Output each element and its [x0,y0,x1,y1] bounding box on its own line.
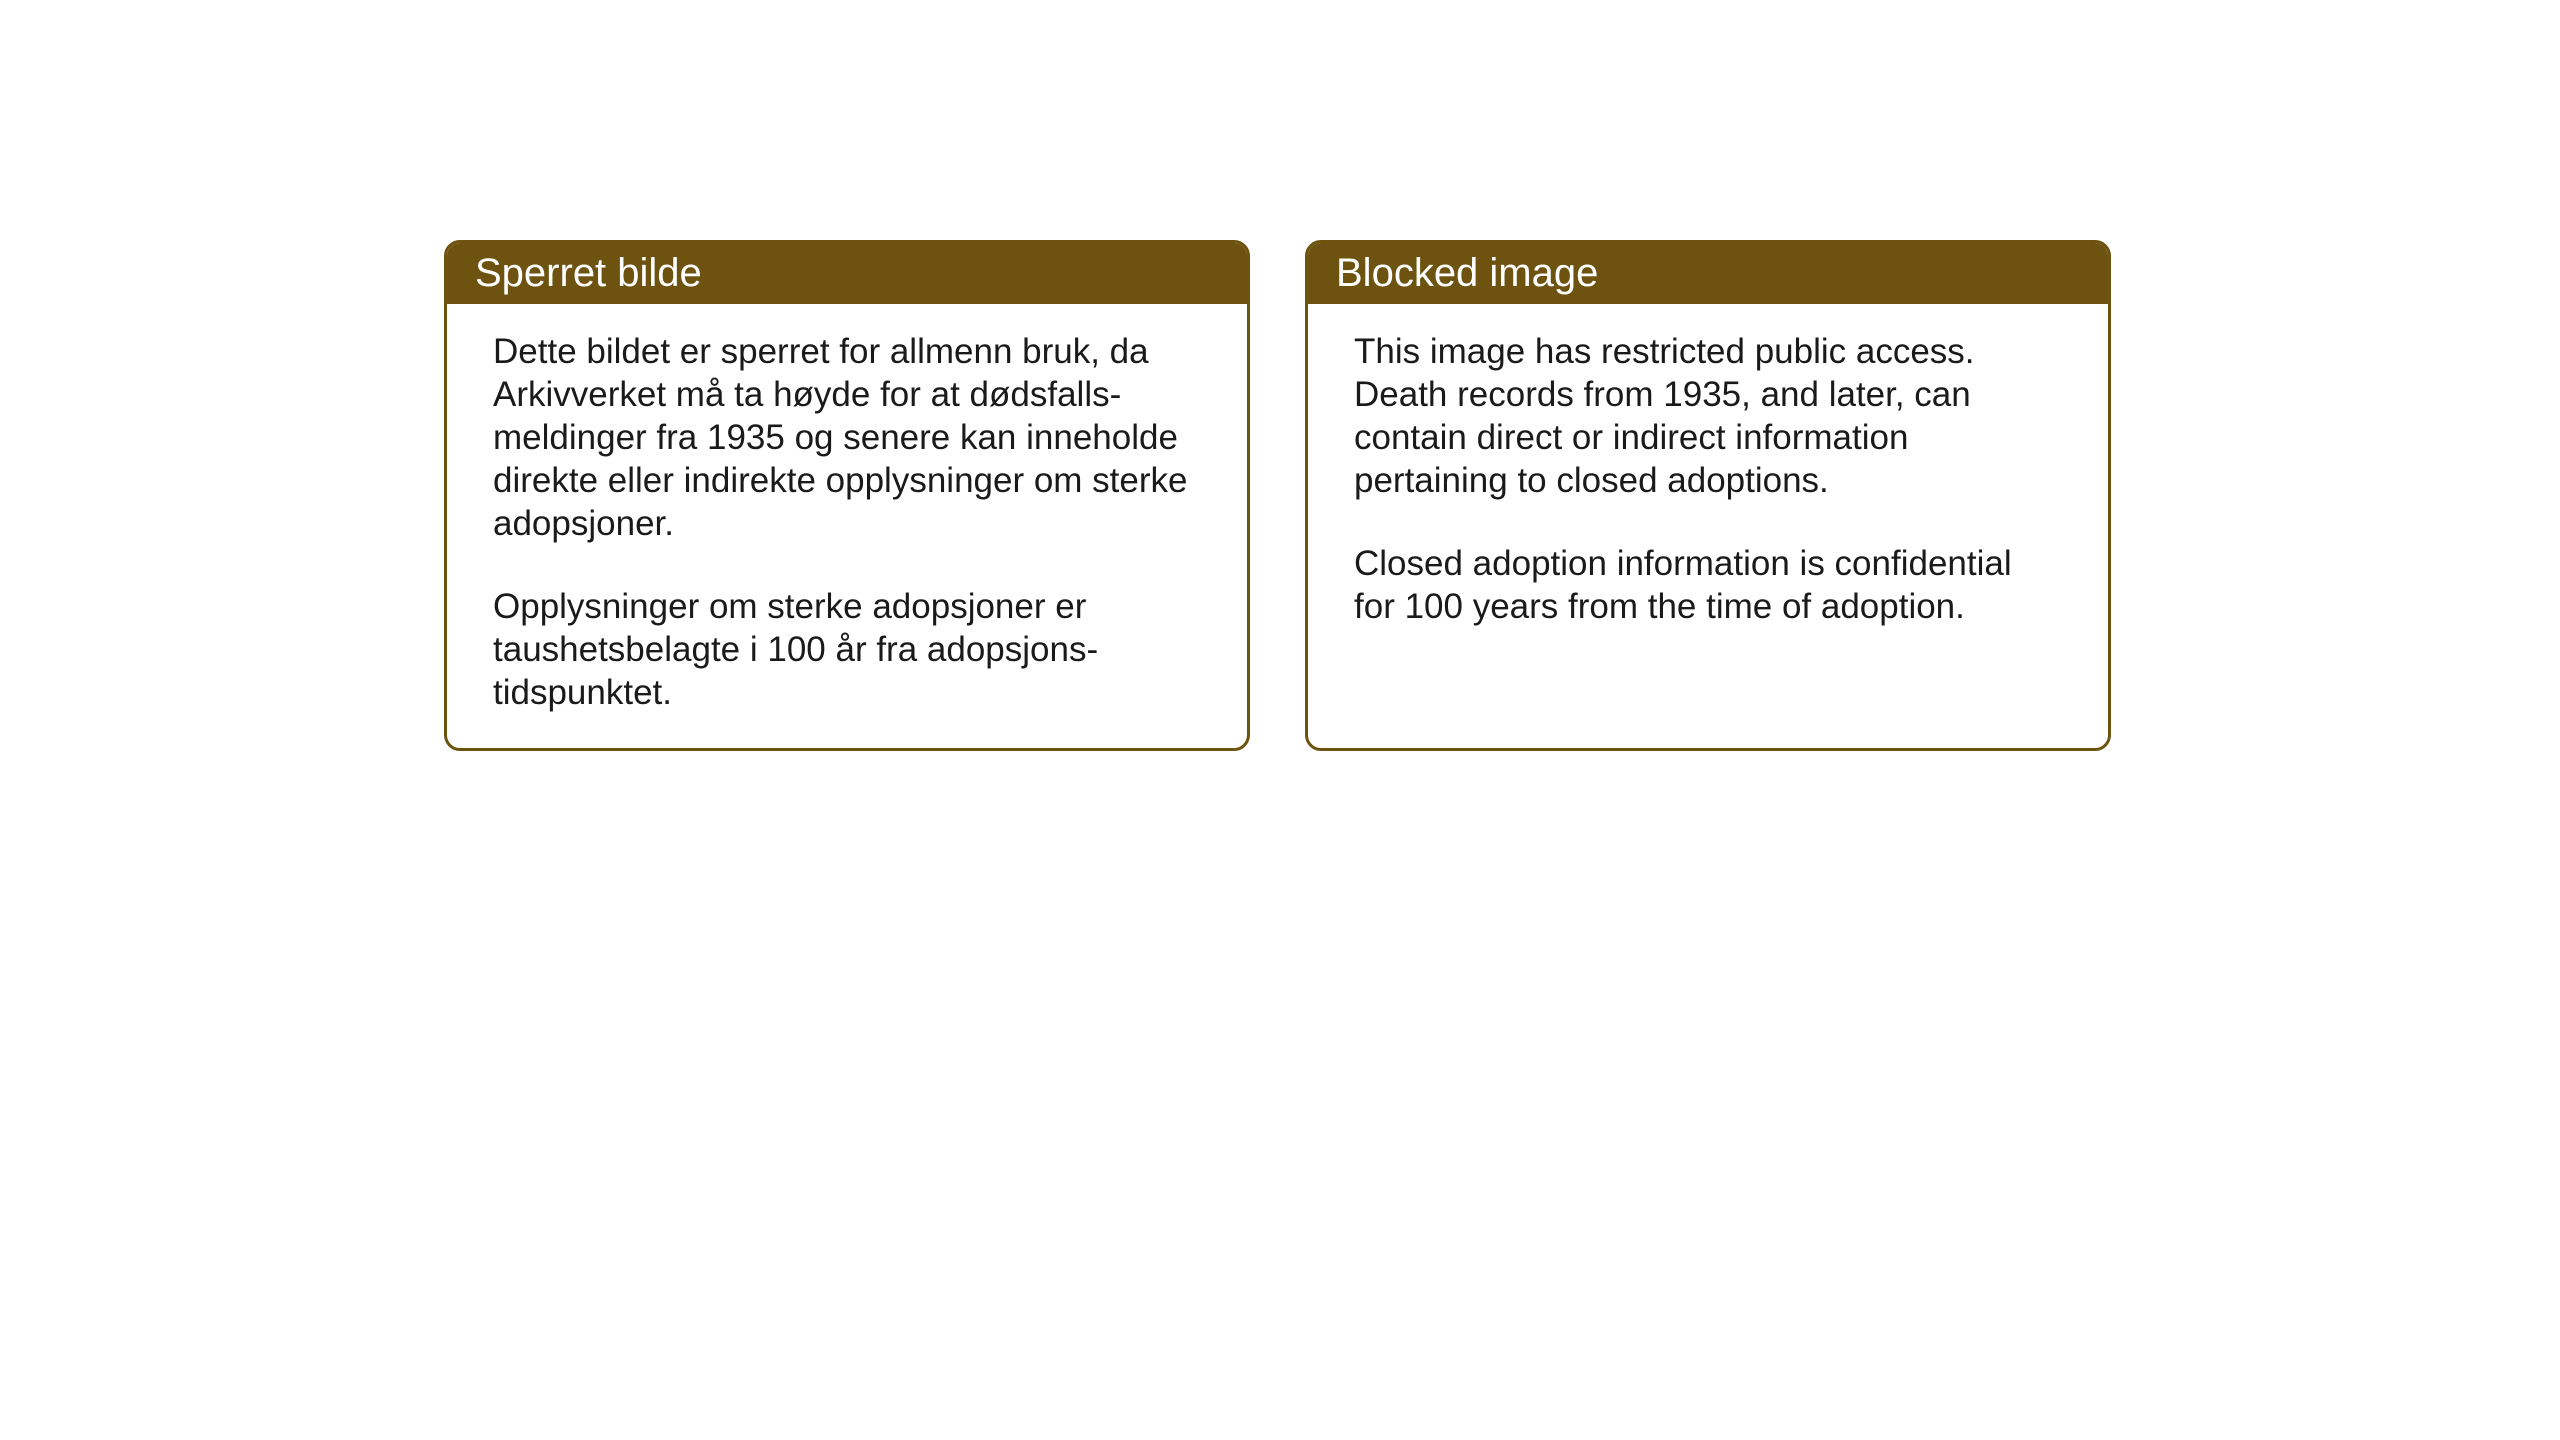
english-card-body: This image has restricted public access.… [1308,304,2108,738]
norwegian-paragraph-2: Opplysninger om sterke adopsjoner er tau… [493,585,1201,714]
norwegian-paragraph-1: Dette bildet er sperret for allmenn bruk… [493,330,1201,545]
english-paragraph-1: This image has restricted public access.… [1354,330,2062,502]
norwegian-card-body: Dette bildet er sperret for allmenn bruk… [447,304,1247,748]
english-card: Blocked image This image has restricted … [1305,240,2111,751]
english-paragraph-2: Closed adoption information is confident… [1354,542,2062,628]
norwegian-card: Sperret bilde Dette bildet er sperret fo… [444,240,1250,751]
english-card-header: Blocked image [1308,243,2108,304]
norwegian-card-header: Sperret bilde [447,243,1247,304]
cards-container: Sperret bilde Dette bildet er sperret fo… [444,240,2111,751]
